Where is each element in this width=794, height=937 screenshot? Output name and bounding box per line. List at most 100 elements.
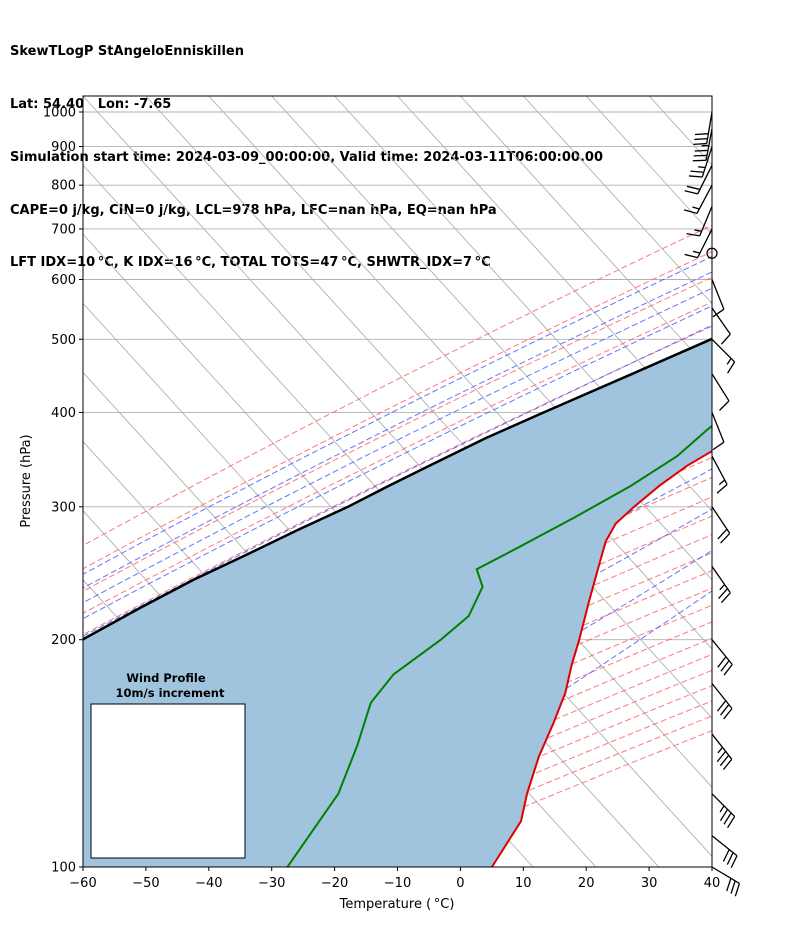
y-tick-label: 900: [51, 140, 76, 155]
plot-header: SkewTLogP StAngeloEnniskillen Lat: 54.40…: [10, 8, 603, 290]
wind-barb-staff: [711, 455, 728, 485]
wind-barb-staff: [697, 164, 713, 195]
dry-adiabat: [83, 224, 712, 547]
x-tick-label: −40: [195, 876, 222, 891]
wind-barb-staff: [711, 373, 730, 402]
wind-barb-flag: [692, 159, 707, 162]
dry-adiabat: [83, 534, 712, 822]
wind-barb-staff: [696, 184, 713, 214]
wind-barb-staff: [711, 506, 731, 534]
wind-barb-flag: [730, 855, 738, 869]
wind-barb-flag: [695, 133, 709, 136]
wind-barb-staff: [701, 146, 713, 178]
wind-barb-flag: [727, 816, 736, 829]
wind-barb-flag: [686, 185, 701, 191]
isotherm: [83, 164, 712, 857]
isotherm: [460, 96, 712, 374]
wind-barb-staff: [711, 307, 731, 335]
wind-barb-staff: [711, 639, 733, 665]
wind-barb-flag: [683, 209, 698, 215]
wind-barb-flag: [690, 170, 704, 173]
wind-barb: [684, 228, 713, 259]
dewpoint-line: [286, 424, 712, 867]
wind-barb-staff: [711, 683, 733, 709]
x-tick-label: 20: [578, 876, 595, 891]
isotherm: [711, 96, 712, 97]
parcel-line: [83, 337, 712, 641]
moist-adiabat: [83, 324, 712, 637]
wind-barb-half: [726, 358, 732, 365]
wind-barb-flag: [722, 758, 733, 771]
wind-barb-flag: [726, 878, 732, 892]
wind-barb-flag: [720, 333, 731, 345]
wind-barb-half: [718, 479, 726, 486]
isotherm: [334, 96, 712, 512]
wind-barb-flag: [694, 149, 708, 152]
wind-barb-flag: [723, 708, 733, 720]
wind-barb-staff: [711, 279, 725, 310]
header-stability: CAPE=0 j/kg, CIN=0 j/kg, LCL=978 hPa, LF…: [10, 202, 497, 218]
wind-barb-flag: [717, 528, 728, 540]
wind-barb-staff: [711, 793, 736, 817]
wind-barb-flag: [684, 253, 698, 259]
wind-barb-staff: [711, 412, 725, 443]
hodograph-subtitle: 10m/s increment: [116, 686, 225, 700]
hodograph-title: Wind Profile: [126, 671, 206, 685]
wind-barb: [693, 111, 713, 146]
wind-barb: [686, 206, 713, 237]
wind-barb-half: [698, 166, 706, 169]
wind-barb-flag: [693, 142, 707, 146]
wind-barb-half: [692, 206, 700, 210]
dry-adiabat: [83, 251, 712, 570]
moist-adiabat: [83, 287, 712, 604]
axis-ticks: −60 −50 −40 −30 −20 −10 0 10 20 30 40 100 200 300 400 5…: [43, 105, 720, 891]
wind-barb: [711, 835, 738, 869]
wind-barb-staff: [711, 338, 736, 363]
wind-barb-staff: [699, 206, 713, 237]
x-tick-label: −10: [384, 876, 411, 891]
wind-barb: [711, 733, 733, 771]
wind-barb-flag: [693, 154, 708, 157]
wind-barb-flag: [723, 812, 732, 825]
wind-barb-flag: [719, 400, 730, 411]
wind-barb-staff: [705, 128, 713, 161]
wind-barb-flag: [723, 664, 733, 676]
wind-barb: [684, 164, 713, 195]
wind-barb: [711, 279, 725, 318]
wind-barb-staff: [711, 566, 731, 594]
wind-barb-calm: [706, 247, 718, 259]
wind-barb-flag: [726, 852, 734, 865]
moist-adiabat: [83, 255, 712, 575]
wind-barb-flag: [694, 137, 708, 141]
temperature-line: [491, 449, 712, 867]
wind-barb-staff: [706, 111, 713, 144]
wind-barb: [711, 373, 730, 411]
wind-barb-staff: [697, 228, 713, 258]
wind-barb-flag: [720, 660, 730, 672]
wind-barb: [711, 639, 733, 676]
wind-barb-flag: [727, 361, 736, 374]
wind-barb-flag: [718, 588, 728, 600]
wind-barbs: [683, 111, 741, 897]
y-axis-label: Pressure (hPa): [19, 434, 34, 527]
y-tick-label: 1000: [43, 105, 76, 120]
wind-barb-staff: [711, 835, 738, 857]
wind-barb: [711, 566, 731, 604]
wind-barb-flag: [686, 232, 700, 237]
wind-barb: [711, 412, 725, 451]
y-tick-label: 600: [51, 273, 76, 288]
header-times: Simulation start time: 2024-03-09_00:00:…: [10, 149, 603, 165]
y-tick-label: 100: [51, 861, 76, 876]
dry-adiabat: [83, 515, 712, 805]
wind-barb-flag: [719, 754, 730, 767]
wind-barb-flag: [716, 750, 727, 763]
y-tick-label: 500: [51, 333, 76, 348]
isotherm: [585, 96, 712, 235]
wind-barb-flag: [720, 592, 731, 604]
y-tick-label: 200: [51, 633, 76, 648]
wind-barb-flag: [716, 700, 727, 712]
wind-barb: [711, 866, 741, 897]
x-tick-label: −60: [69, 876, 96, 891]
x-tick-label: −30: [258, 876, 285, 891]
y-tick-label: 700: [51, 222, 76, 237]
